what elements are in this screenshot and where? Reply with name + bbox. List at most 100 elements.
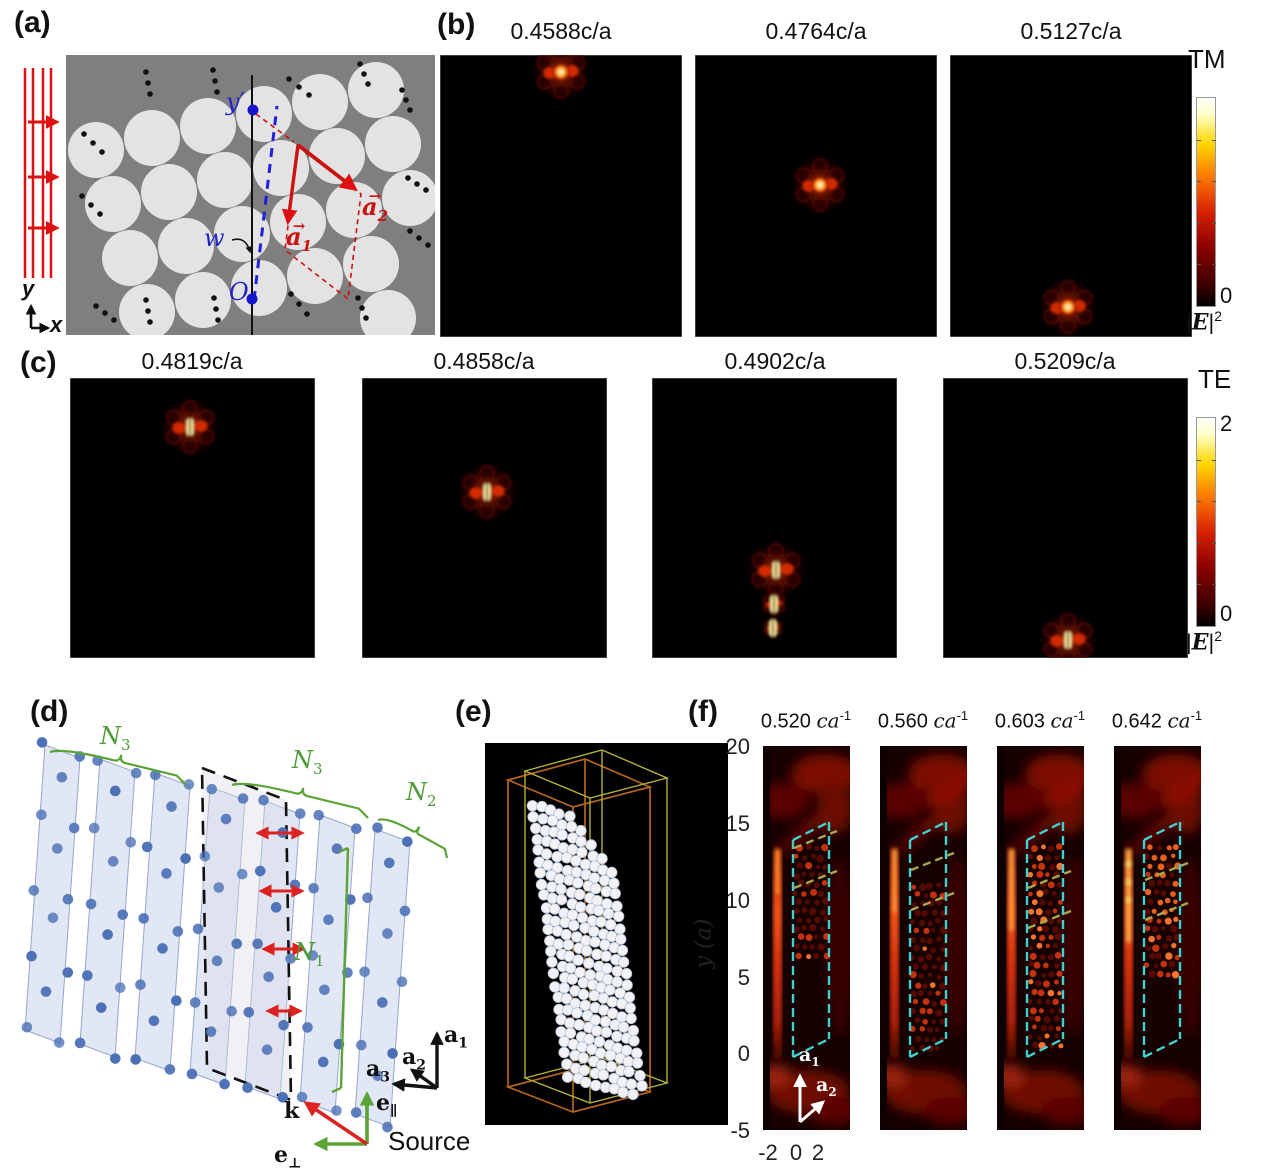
panel-b-field-1 xyxy=(440,55,682,337)
field-hotspot xyxy=(457,462,517,522)
colorbar-tick xyxy=(1212,584,1216,586)
a2-vector xyxy=(296,143,358,192)
crystal-outline-dashed xyxy=(1025,820,1065,1059)
panel-f-title-4: 0.642 ca-1 xyxy=(1111,708,1203,733)
field-hotspot xyxy=(746,540,806,600)
unit-slab-dashed xyxy=(200,766,293,1102)
panel-f-title-1: 0.520 ca-1 xyxy=(760,708,852,733)
panel-d-lattice-diagram xyxy=(21,737,449,1152)
sphere-slab xyxy=(526,800,648,1101)
a1-vector-label: → a1 xyxy=(286,217,312,256)
y-prime-label: y′ xyxy=(226,88,246,116)
colorbar-tm-unit: |E|2 xyxy=(1186,308,1223,336)
n3-label-1: N3 xyxy=(100,722,131,754)
panel-e-3d-render xyxy=(485,743,728,1125)
field-hotspot xyxy=(760,590,788,618)
tilted-interface-dashed xyxy=(252,105,279,301)
colorbar-tm-min: 0 xyxy=(1220,283,1233,308)
f-xtick-neg2: -2 xyxy=(758,1140,778,1165)
surface-streak xyxy=(773,844,782,1062)
field-hotspot xyxy=(531,55,591,102)
a1-basis-label: a1 xyxy=(444,1022,469,1052)
crystal-outline-dashed xyxy=(791,820,831,1059)
field-hotspot xyxy=(160,397,220,457)
interface-segments-dashed xyxy=(1027,869,1072,930)
interlayer-arrows xyxy=(255,826,306,1018)
interface-segments-dashed xyxy=(1144,861,1189,922)
colorbar-tick xyxy=(1197,139,1201,141)
colorbar-tick xyxy=(1212,542,1216,544)
field-hotspot xyxy=(1038,277,1098,337)
crystal-outline-dashed xyxy=(1142,820,1182,1059)
y-axis-label: y xyxy=(22,276,35,301)
surface-streak xyxy=(890,844,899,1062)
panel-c-title-2: 0.4858c/a xyxy=(433,348,535,374)
colorbar-te-min: 0 xyxy=(1220,601,1233,626)
panel-f-field-4 xyxy=(1114,746,1201,1130)
colorbar-tick xyxy=(1212,264,1216,266)
xy-axes xyxy=(25,303,51,334)
f-ytick-15: 15 xyxy=(725,811,750,836)
width-label: w xyxy=(204,224,225,252)
panel-f-title-2: 0.560 ca-1 xyxy=(877,708,969,733)
incident-arrows xyxy=(28,115,60,235)
origin-label: O xyxy=(229,278,249,306)
colorbar-te-unit: |E|2 xyxy=(1186,628,1223,656)
count-braces xyxy=(49,749,449,859)
f-xtick-2: 2 xyxy=(811,1140,825,1165)
e-perp-label: e⊥ xyxy=(274,1142,302,1172)
colorbar-tick xyxy=(1197,542,1201,544)
colorbar-tick xyxy=(1197,181,1201,183)
source-label: Source xyxy=(388,1126,471,1156)
panel-c-field-2 xyxy=(362,378,607,658)
panel-c-title-4: 0.5209c/a xyxy=(1014,348,1116,374)
panel-a-schematic xyxy=(23,55,435,335)
colorbar-tick xyxy=(1212,222,1216,224)
panel-b-tag: (b) xyxy=(437,8,476,41)
panel-c-field-4 xyxy=(943,378,1188,658)
panel-a-tag: (a) xyxy=(14,6,51,39)
n1-extent-line xyxy=(331,846,350,1094)
f-ytick-0: 0 xyxy=(737,1041,750,1066)
f-ytick-5: 5 xyxy=(737,965,750,990)
lattice-continuation-dots xyxy=(79,61,431,325)
lattice-sites xyxy=(21,737,413,1133)
incident-wavefronts xyxy=(23,68,53,278)
colorbar-te-max: 2 xyxy=(1220,411,1233,436)
surface-streak xyxy=(1124,844,1133,1062)
f-a1-label: a1 xyxy=(799,1044,820,1069)
basis-vectors xyxy=(391,1031,444,1092)
panel-e-tag: (e) xyxy=(455,695,492,728)
colorbar-tick xyxy=(1197,264,1201,266)
panel-f-field-1 xyxy=(763,746,850,1130)
f-ytick-10: 10 xyxy=(725,888,750,913)
vector-origin-dashed xyxy=(255,113,295,143)
source-frame xyxy=(303,1091,375,1152)
field-hotspot xyxy=(762,617,784,639)
n2-label: N2 xyxy=(406,778,437,810)
panel-c-field-1 xyxy=(70,378,315,658)
colorbar-tick xyxy=(1212,139,1216,141)
panel-f-field-3 xyxy=(997,746,1084,1130)
colorbar-tick xyxy=(1197,501,1201,503)
k-vector-label: k xyxy=(284,1098,300,1124)
interface-segments-dashed xyxy=(910,851,955,912)
dielectric-rods xyxy=(68,62,435,335)
a2-vector-label: → a2 xyxy=(362,187,388,226)
interface-segments-dashed xyxy=(793,829,838,890)
n3-label-2: N3 xyxy=(292,746,323,778)
mode-dots xyxy=(1142,844,1182,979)
diffuse-field xyxy=(763,754,850,1125)
a3-basis-label: a3 xyxy=(366,1056,391,1086)
x-axis-label: x xyxy=(50,312,63,337)
a1-vector xyxy=(281,144,300,226)
y-prime-point xyxy=(247,104,259,116)
tm-mode-label: TM xyxy=(1188,44,1226,74)
f-ytick-20: 20 xyxy=(725,734,750,759)
colorbar-tick xyxy=(1197,584,1201,586)
panel-c-tag: (c) xyxy=(20,346,57,379)
diffuse-field xyxy=(997,754,1084,1125)
panel-b-title-3: 0.5127c/a xyxy=(1020,18,1122,44)
e-parallel-label: e∥ xyxy=(376,1090,398,1120)
